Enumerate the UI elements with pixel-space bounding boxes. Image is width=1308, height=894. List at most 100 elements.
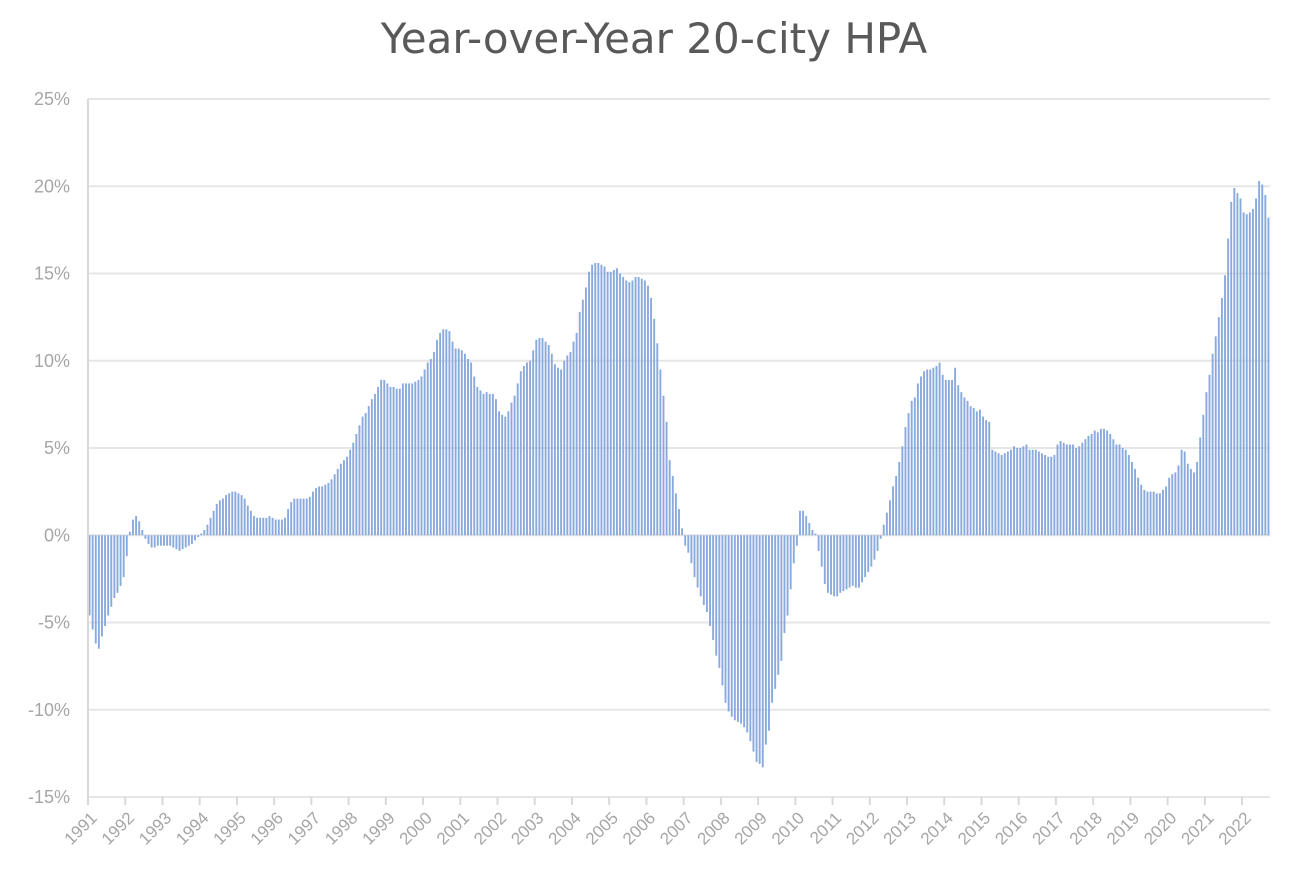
bar [575,332,578,536]
bar [274,519,277,536]
bar [826,535,829,593]
bar [271,517,274,536]
bar [411,383,414,536]
bar [417,379,420,536]
bar [144,535,147,539]
bar [181,535,184,550]
bar [507,411,510,536]
bar [761,535,764,768]
bar [1224,275,1226,536]
bar [1264,194,1267,536]
bar [401,383,404,536]
bar [678,509,680,536]
bar [656,343,659,536]
bar [808,523,811,536]
bar [482,393,485,536]
bar [454,348,457,536]
bar [882,524,885,536]
bar [1245,214,1248,536]
bar [709,535,711,626]
bar [951,379,953,536]
x-tick-label: 2013 [880,808,920,848]
bar [802,510,805,536]
bar [873,535,876,560]
bar [231,491,234,536]
bar [932,367,935,536]
bar [634,276,637,536]
bar [330,479,333,536]
bar [1165,486,1168,536]
bar [175,535,178,550]
bar [1093,430,1096,536]
x-tick-label: 2016 [991,808,1031,848]
bar [1106,430,1109,536]
bar [957,385,960,536]
bar [966,400,969,536]
bar [718,535,721,668]
bar [451,341,454,536]
bar [116,535,119,593]
bar [715,535,718,656]
bar [141,530,144,536]
bar [470,362,473,536]
bar [1196,461,1199,536]
bar [110,535,113,607]
bar [159,535,162,546]
bar [405,383,407,536]
bar [501,414,504,536]
bar [643,280,646,536]
bar [1068,444,1071,536]
bar [339,463,342,536]
bar [184,535,187,548]
bar [107,535,110,616]
bar [985,420,988,536]
bar [445,329,448,536]
bar [197,535,200,537]
bar [1230,201,1233,536]
bar [569,352,572,536]
bar [315,488,317,536]
bar [783,535,786,633]
bar [1072,444,1074,536]
bar [1183,451,1186,536]
bar [603,266,606,536]
bar [187,535,190,546]
y-tick-label: -15% [28,787,70,807]
bar [674,493,677,536]
bar [1199,437,1202,536]
bar [730,535,733,717]
bar [541,338,544,536]
bar [839,535,842,593]
bar [572,341,575,536]
bar [622,276,625,536]
bar [222,498,224,536]
bar [1112,439,1115,536]
bar [885,512,888,536]
bar [780,535,783,661]
bar [209,517,212,536]
bar [538,338,541,536]
bar [842,535,845,592]
bar [1065,444,1068,536]
bar [1115,444,1118,536]
bar [495,399,497,536]
bar [1044,454,1047,536]
bar [287,509,290,536]
bar [485,392,488,536]
bar [1016,448,1019,536]
bar [277,519,280,536]
bar [408,383,411,536]
bar [777,535,780,675]
bar [1124,449,1127,536]
bar [138,521,141,536]
bar [668,460,671,536]
bar [594,263,597,536]
bar [560,369,563,536]
bar [1109,434,1112,536]
bar [448,331,451,536]
bar [923,371,926,536]
bar [817,535,820,551]
bar [308,496,311,536]
bar [293,498,296,536]
bar [215,503,218,536]
